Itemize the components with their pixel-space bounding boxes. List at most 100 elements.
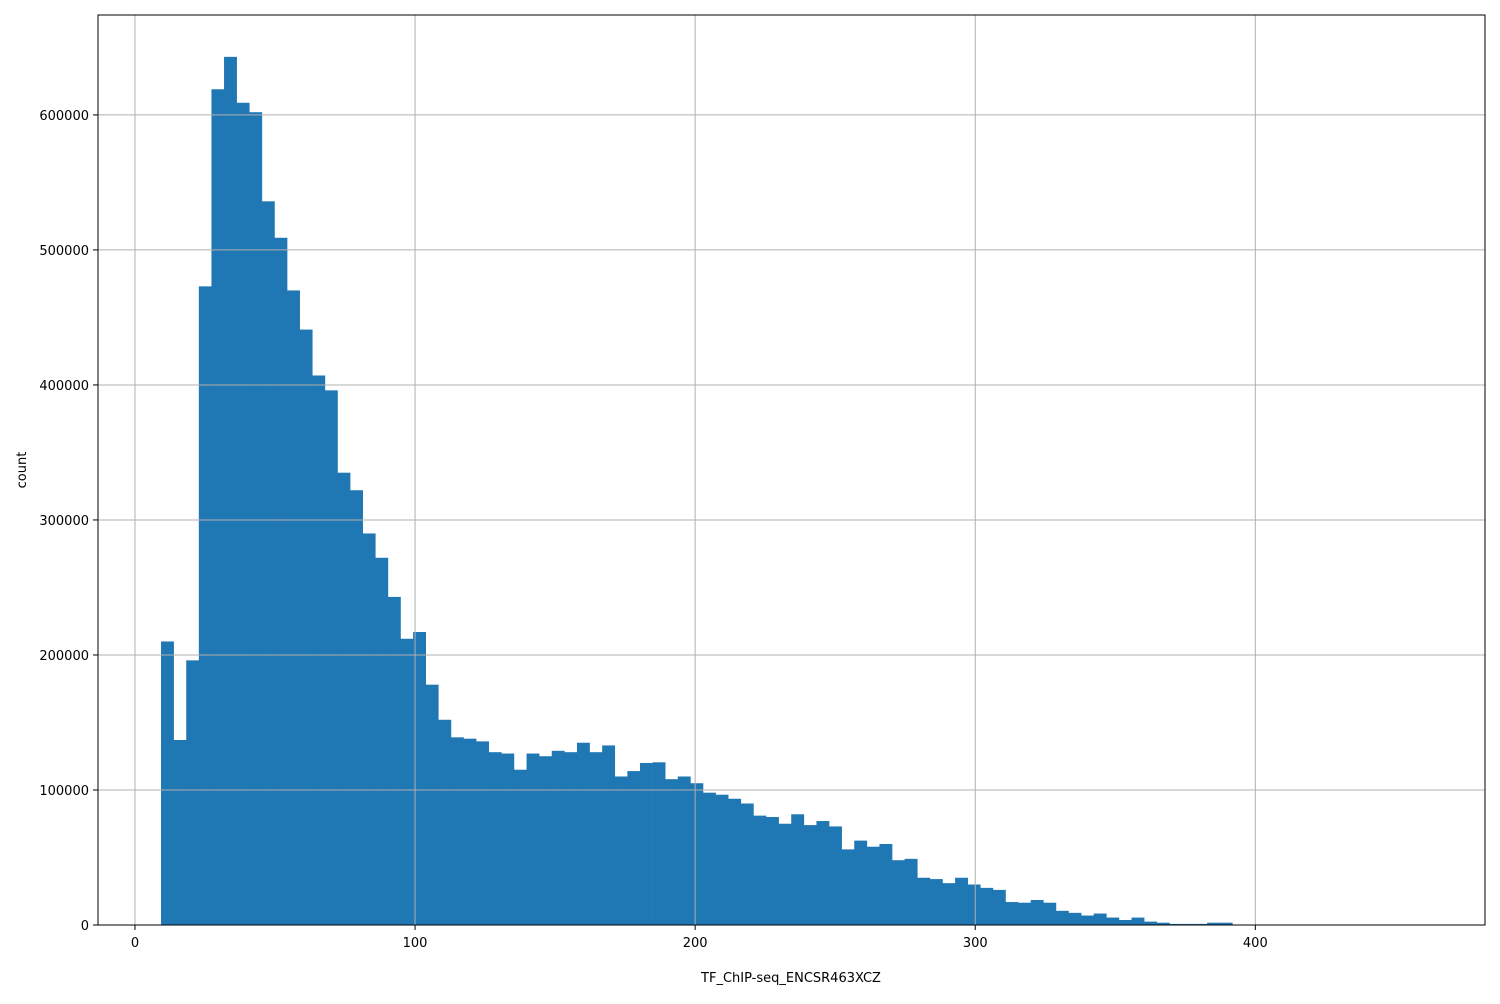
histogram-bar (1005, 902, 1019, 925)
histogram-bar (829, 826, 842, 925)
y-tick-label: 600000 (39, 109, 89, 124)
histogram-bar (627, 771, 641, 925)
histogram-bar (1156, 922, 1170, 925)
histogram-bar (350, 490, 363, 925)
histogram-bar (992, 889, 1006, 925)
histogram-bar (879, 843, 893, 925)
histogram-bar (173, 740, 187, 925)
y-tick-label: 500000 (39, 244, 89, 259)
histogram-bar (186, 660, 200, 925)
histogram-bar (337, 472, 351, 925)
y-tick-label: 300000 (39, 514, 89, 529)
histogram-bar (1068, 912, 1082, 925)
histogram-bar (740, 803, 754, 925)
histogram-bar (1093, 913, 1107, 925)
histogram-bar (564, 752, 578, 925)
histogram-bar (766, 816, 779, 925)
histogram-bar (702, 792, 716, 925)
histogram-bar (1055, 910, 1069, 925)
histogram-bar (1030, 900, 1044, 925)
histogram-bar (1106, 917, 1120, 925)
histogram-bar (892, 860, 905, 925)
histogram-bar (677, 776, 691, 925)
x-axis: 0 100 200 300 400 (131, 925, 1268, 951)
y-tick-label: 0 (81, 919, 89, 934)
histogram-bar (236, 102, 250, 925)
x-tick-label: 100 (403, 936, 428, 951)
histogram-bar (425, 684, 439, 925)
histogram-bar (917, 877, 931, 925)
histogram-bar (1207, 922, 1221, 925)
histogram-bar (841, 849, 855, 925)
histogram-bar (778, 823, 792, 925)
histogram-bar (513, 769, 527, 925)
histogram-bar (450, 737, 464, 925)
histogram-bar (866, 846, 880, 925)
histogram-bar (1169, 923, 1183, 925)
histogram-bar (1144, 921, 1158, 925)
histogram-bar (387, 596, 401, 925)
histogram-bar (488, 752, 502, 925)
histogram-bar (690, 783, 704, 925)
histogram-bar (904, 858, 918, 925)
histogram-bar (803, 825, 817, 925)
histogram-bar (375, 557, 389, 925)
histogram-bar (639, 762, 653, 925)
histogram-bar (161, 641, 174, 925)
plot-frame (97, 14, 1486, 926)
histogram-bar (1194, 923, 1208, 925)
histogram-bar (1018, 902, 1031, 925)
histogram-bar (438, 719, 452, 925)
bars-group (161, 56, 1233, 925)
histogram-bar (413, 632, 427, 925)
histogram-bar (955, 877, 968, 925)
histogram-bar (400, 638, 414, 925)
histogram-bar (261, 201, 275, 925)
histogram-bar (854, 840, 868, 925)
histogram-bar (665, 779, 679, 925)
x-tick-label: 300 (963, 936, 988, 951)
grid-group (98, 15, 1485, 926)
histogram-bar (602, 745, 616, 925)
histogram-bar (526, 753, 540, 925)
histogram-bar (929, 879, 943, 925)
histogram-bar (249, 112, 263, 925)
histogram-bar (1181, 923, 1195, 925)
histogram-bar (539, 756, 553, 925)
x-axis-label: TF_ChIP-seq_ENCSR463XCZ (700, 971, 881, 986)
histogram-bar (324, 390, 338, 925)
histogram-bar (967, 884, 981, 925)
histogram-bar (576, 742, 590, 925)
histogram-bar (211, 89, 225, 925)
histogram-bar (476, 741, 490, 925)
histogram-bar (980, 887, 994, 925)
histogram-bar (614, 776, 628, 925)
histogram-bar (1081, 915, 1095, 925)
histogram-bar (1118, 920, 1132, 925)
histogram-bar (501, 753, 515, 925)
histogram-bar (942, 883, 956, 925)
histogram-bar (728, 798, 742, 925)
histogram-bar (816, 821, 830, 925)
histogram-bar (1043, 902, 1057, 925)
histogram-bar (753, 815, 767, 925)
histogram-bar (715, 794, 729, 925)
histogram-bar (1219, 922, 1233, 925)
histogram-bar (224, 56, 237, 925)
histogram-bar (589, 752, 603, 925)
y-axis-label: count (15, 452, 30, 489)
histogram-bar (791, 814, 805, 925)
histogram-bar (274, 237, 288, 925)
x-tick-label: 200 (683, 936, 708, 951)
y-tick-label: 100000 (39, 784, 89, 799)
y-tick-label: 200000 (39, 649, 89, 664)
histogram-bar (287, 290, 300, 925)
histogram-bar (551, 750, 565, 925)
x-tick-label: 0 (131, 936, 139, 951)
y-tick-label: 400000 (39, 379, 89, 394)
histogram-bar (198, 286, 212, 925)
y-axis: 0 100000 200000 300000 400000 500000 600000 (39, 109, 98, 934)
histogram-bar (362, 533, 376, 925)
histogram-bar (463, 738, 477, 925)
